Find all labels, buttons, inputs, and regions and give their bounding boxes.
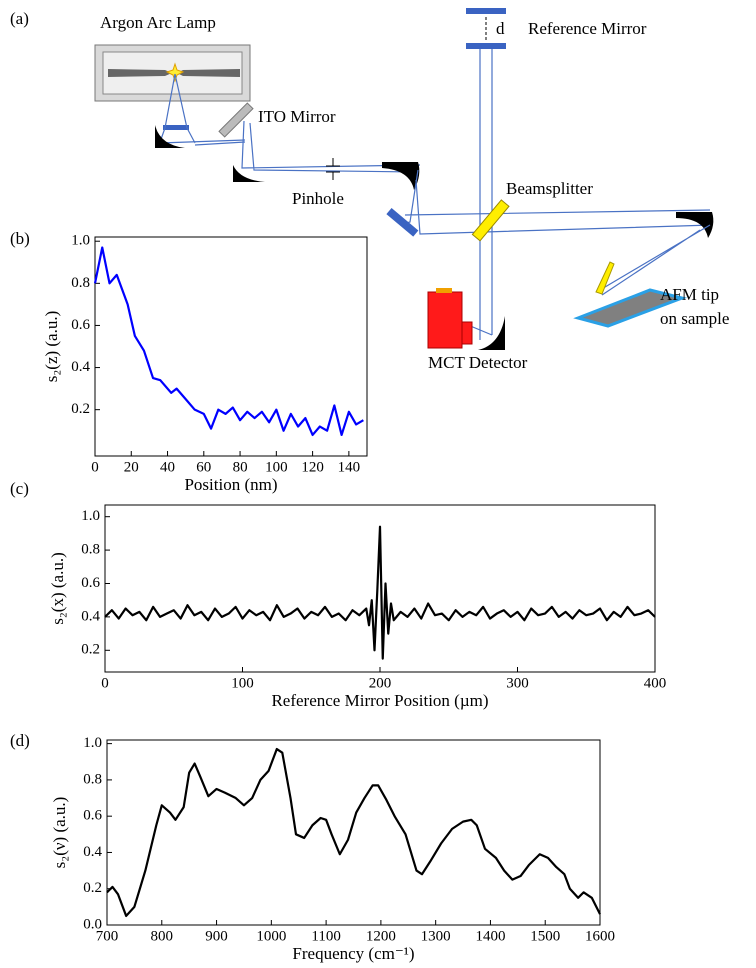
x-tick-label: 1300 — [421, 928, 451, 944]
x-tick-label: 60 — [196, 459, 211, 475]
x-tick-label: 800 — [151, 928, 174, 944]
electrode — [177, 69, 240, 77]
x-tick-label: 40 — [160, 459, 175, 475]
parabolic-mirror — [478, 316, 505, 350]
y-tick-label: 0.8 — [83, 771, 102, 787]
y-tick-label: 0.2 — [83, 880, 102, 896]
beam — [599, 224, 711, 296]
x-tick-label: 1000 — [256, 928, 286, 944]
x-tick-label: 0 — [101, 675, 109, 691]
beam — [479, 49, 493, 340]
panel-label: (b) — [10, 229, 30, 248]
y-tick-label: 1.0 — [71, 233, 90, 249]
x-tick-label: 100 — [265, 459, 288, 475]
afm-tip — [595, 261, 615, 295]
x-axis-label: Reference Mirror Position (µm) — [271, 691, 488, 710]
plot-frame — [106, 739, 601, 926]
x-tick-label: 0 — [91, 459, 99, 475]
x-tick-label: 1200 — [366, 928, 396, 944]
y-tick-label: 0.8 — [71, 275, 90, 291]
x-tick-label: 120 — [301, 459, 324, 475]
x-tick-label: 1100 — [311, 928, 340, 944]
label: AFM tip — [660, 285, 719, 304]
sample — [573, 288, 688, 328]
x-tick-label: 20 — [124, 459, 139, 475]
beamsplitter — [471, 199, 510, 242]
x-tick-label: 140 — [338, 459, 361, 475]
y-tick-label: 0.8 — [81, 542, 100, 558]
data-line — [106, 747, 601, 918]
label: ITO Mirror — [258, 107, 336, 126]
reference-mirror — [466, 43, 506, 49]
window — [163, 125, 189, 130]
plot-frame — [94, 236, 368, 457]
label: Argon Arc Lamp — [100, 13, 216, 32]
detector — [427, 291, 463, 349]
beam — [241, 120, 421, 173]
x-tick-label: 80 — [233, 459, 248, 475]
mirror — [386, 208, 419, 237]
x-tick-label: 200 — [369, 675, 392, 691]
y-tick-label: 0.4 — [71, 359, 90, 375]
beam — [159, 73, 246, 146]
data-line — [93, 246, 364, 437]
label: Beamsplitter — [506, 179, 593, 198]
x-tick-label: 1600 — [585, 928, 615, 944]
parabolic-mirror — [676, 212, 714, 238]
label: on sample — [660, 309, 729, 328]
y-tick-label: 0.0 — [83, 916, 102, 932]
y-tick-label: 0.4 — [83, 844, 102, 860]
diagram: Argon Arc Lamp ITO Mirror Pinhole d Refe… — [94, 8, 729, 372]
electrode — [108, 69, 172, 77]
x-tick-label: 1500 — [530, 928, 560, 944]
y-axis-label: s₂(x) (a.u.) — [48, 552, 67, 624]
x-axis-label: Position (nm) — [184, 475, 277, 494]
x-tick-label: 700 — [96, 928, 119, 944]
panel-label: (a) — [10, 9, 29, 28]
label: Pinhole — [292, 189, 344, 208]
x-tick-label: 900 — [205, 928, 228, 944]
arc — [165, 62, 185, 83]
y-tick-label: 0.2 — [81, 642, 100, 658]
y-tick-label: 0.4 — [81, 608, 100, 624]
x-tick-label: 1400 — [475, 928, 505, 944]
data-line — [104, 525, 656, 660]
x-axis-label: Frequency (cm⁻¹) — [292, 944, 414, 963]
label: MCT Detector — [428, 353, 528, 372]
panel-label: (d) — [10, 731, 30, 750]
y-axis-label: s₂(z) (a.u.) — [42, 311, 61, 383]
parabolic-mirror — [155, 125, 185, 148]
parabolic-mirror — [382, 162, 420, 190]
x-tick-label: 300 — [506, 675, 529, 691]
parabolic-mirror — [233, 165, 265, 182]
x-tick-label: 100 — [231, 675, 254, 691]
ito-mirror — [218, 102, 254, 138]
y-tick-label: 0.6 — [81, 575, 100, 591]
y-tick-label: 0.2 — [71, 401, 90, 417]
y-tick-label: 0.6 — [71, 317, 90, 333]
y-tick-label: 1.0 — [83, 735, 102, 751]
label: Reference Mirror — [528, 19, 647, 38]
mirror — [466, 8, 506, 14]
x-tick-label: 400 — [644, 675, 667, 691]
panel-label: (c) — [10, 479, 29, 498]
label: d — [496, 19, 505, 38]
y-tick-label: 1.0 — [81, 508, 100, 524]
y-axis-label: s₂(ν) (a.u.) — [50, 797, 69, 869]
y-tick-label: 0.6 — [83, 808, 102, 824]
detector — [461, 321, 473, 345]
detector-window — [436, 288, 452, 293]
